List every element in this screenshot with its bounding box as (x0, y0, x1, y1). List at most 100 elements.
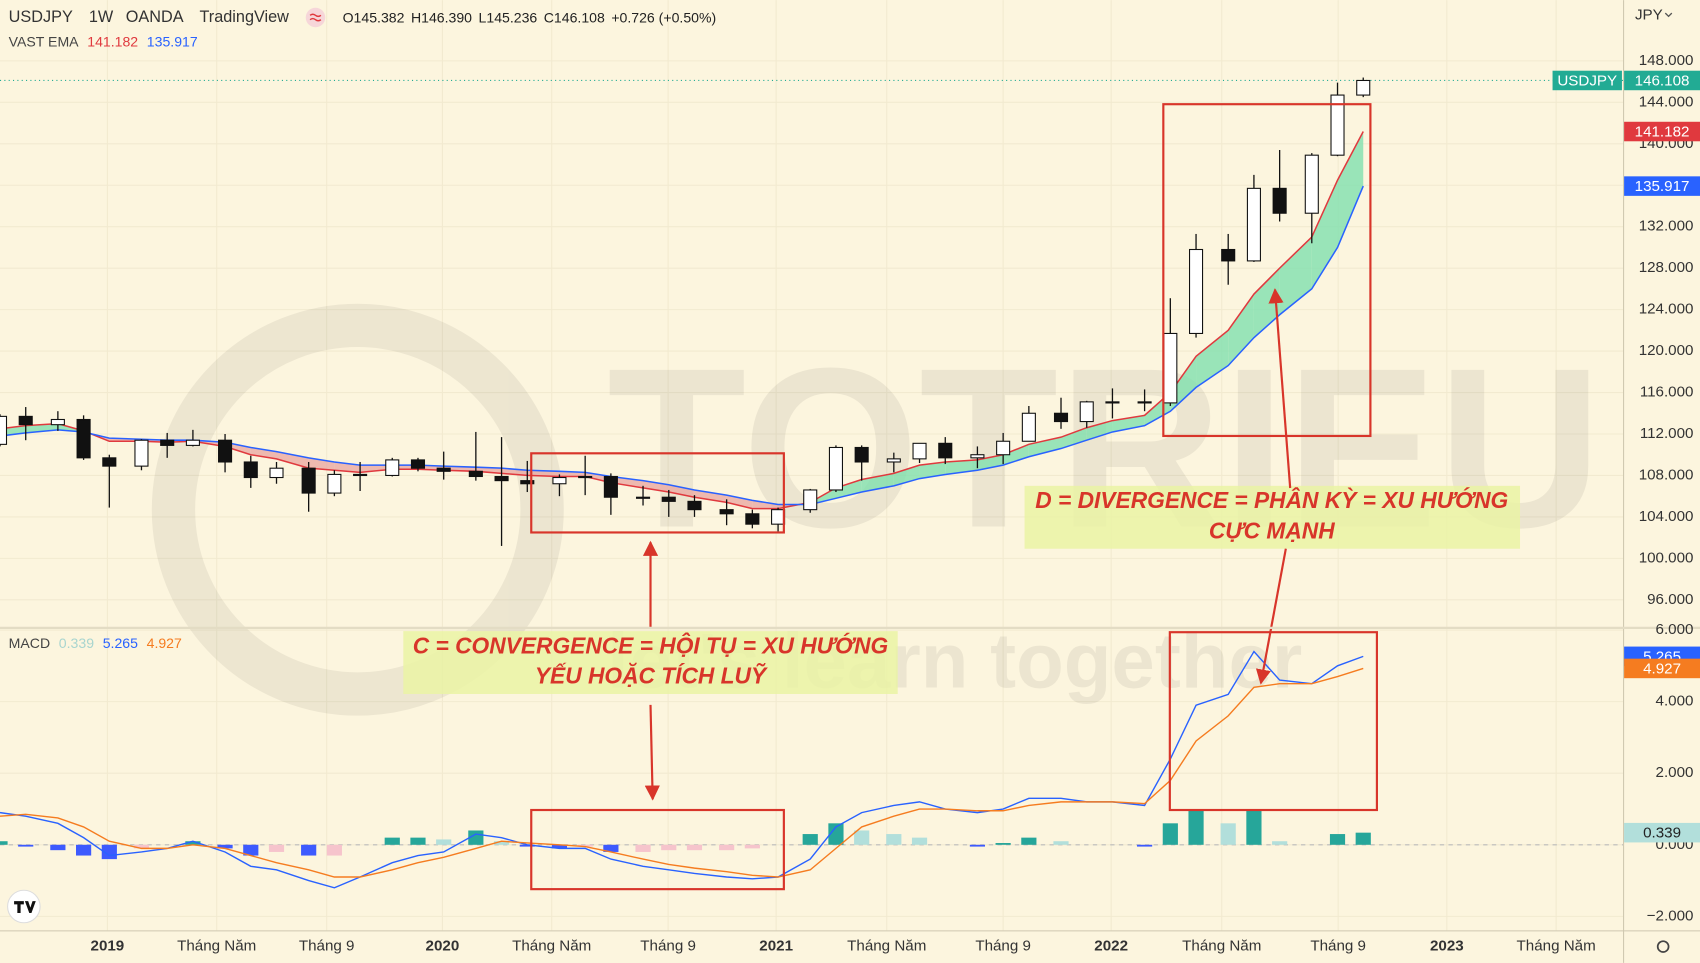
histogram-bar (326, 844, 342, 856)
price-badge-label: 146.108 (1635, 73, 1690, 90)
interval: 1W (89, 8, 114, 26)
convergence-price-box (530, 452, 785, 534)
candle-body (134, 439, 149, 467)
ohlc-key: L (479, 9, 487, 25)
ema-cloud (1003, 444, 1029, 466)
macd-value: 5.265 (103, 635, 138, 651)
price-badge (1624, 658, 1700, 679)
y-tick-label: −2.000 (1647, 907, 1694, 924)
status-icon[interactable] (305, 7, 326, 28)
candle-body (854, 446, 869, 463)
tv-logo[interactable] (7, 889, 41, 924)
x-tick-label: Tháng 9 (640, 938, 696, 955)
candle-body (1330, 94, 1345, 156)
histogram-bar (995, 843, 1011, 845)
candle-body (1304, 154, 1319, 214)
grid (0, 0, 1624, 931)
currency-label[interactable]: JPY (1635, 6, 1663, 23)
price-axis-bg (1624, 0, 1700, 963)
arrow (1268, 288, 1292, 489)
y-tick-label: 96.000 (1647, 591, 1693, 608)
histogram-bar (0, 841, 8, 845)
ema-cloud (610, 476, 644, 488)
annotation-text: YẾU HOẶC TÍCH LUỸ (535, 663, 768, 689)
y-tick-label: 100.000 (1639, 549, 1694, 566)
histogram-bar (18, 844, 34, 847)
annotation-text: CỰC MẠNH (1209, 517, 1335, 543)
y-tick-label: 6.000 (1656, 621, 1694, 638)
histogram-bar (1329, 834, 1346, 845)
ema-cloud (1337, 131, 1364, 248)
candle-body (185, 439, 200, 446)
candle-body (970, 454, 985, 459)
histogram-bar (1272, 841, 1288, 845)
price-badge-label: 0.339 (1643, 825, 1681, 842)
ohlc-legend: O145.382 H146.390 L145.236 C146.108 +0.726 (… (343, 9, 717, 25)
candle-body (687, 500, 702, 511)
currency-caret[interactable] (1664, 12, 1673, 18)
candle-body (1221, 248, 1236, 262)
histogram-bar (969, 844, 986, 847)
ema-cloud (250, 447, 277, 459)
candle-body (76, 418, 91, 459)
histogram-bar (635, 844, 651, 852)
histogram-bar (828, 823, 844, 845)
ema-cloud (668, 484, 695, 498)
histogram-bar (719, 844, 735, 851)
macd-label: MACD (9, 635, 50, 651)
histogram-bar (911, 837, 928, 845)
price-badge (1624, 121, 1700, 142)
x-tick-label: 2023 (1430, 938, 1464, 955)
y-tick-label: 116.000 (1640, 384, 1694, 401)
change: +0.726 (+0.50%) (611, 9, 716, 25)
histogram-bar (1053, 841, 1069, 845)
candle-body (468, 470, 483, 478)
ema-fast-value: 141.182 (87, 33, 138, 49)
histogram-bar (686, 844, 703, 851)
histogram-bar (519, 844, 535, 847)
ema-cloud (25, 423, 58, 433)
y-tick-label: 2.000 (1656, 764, 1694, 781)
histogram-bar (185, 841, 201, 845)
histogram-bar (1188, 809, 1204, 845)
candle-body (603, 475, 618, 498)
histogram-bar (243, 844, 259, 856)
symbol-badge (1552, 70, 1622, 91)
ema-label: VAST EMA (9, 33, 79, 49)
x-tick-label: Tháng 9 (975, 938, 1031, 955)
ohlc-value: 146.108 (554, 9, 605, 25)
x-tick-label: Tháng Năm (847, 938, 926, 955)
price-badge (1624, 176, 1700, 196)
price-badge (1624, 70, 1700, 91)
ema-cloud (1196, 330, 1229, 388)
candle-body (353, 473, 368, 477)
ohlc-value: 146.390 (421, 9, 472, 25)
candle-body (938, 442, 953, 459)
status-icon-mark (309, 13, 322, 22)
ema-cloud (276, 451, 309, 469)
ema-cloud (694, 489, 727, 503)
histogram-bar (551, 844, 568, 849)
ema-cloud (1228, 294, 1254, 366)
x-tick-label: 2021 (759, 938, 793, 955)
divergence-price-box (1162, 103, 1372, 438)
histogram-bar (1162, 823, 1178, 845)
histogram-bar (268, 844, 285, 852)
ema-cloud (1279, 237, 1312, 315)
divergence-highlight (1024, 485, 1521, 549)
header: USDJPY 1W OANDA TradingView O145.382 H146… (9, 7, 717, 651)
candle-body (552, 476, 567, 485)
candle-body (160, 439, 175, 446)
annotation-text: D = DIVERGENCE = PHÂN KỲ = XU HƯỚNG (1035, 487, 1508, 513)
candle-body (1356, 79, 1371, 96)
symbol: USDJPY (9, 8, 73, 26)
ema-legend: VAST EMA 141.182 135.917 (9, 33, 198, 49)
price-badge (1624, 822, 1700, 843)
settings-icon[interactable] (1656, 940, 1670, 953)
candle-body (719, 509, 734, 515)
broker: OANDA (126, 8, 184, 26)
tv-logo-mark (14, 901, 36, 914)
